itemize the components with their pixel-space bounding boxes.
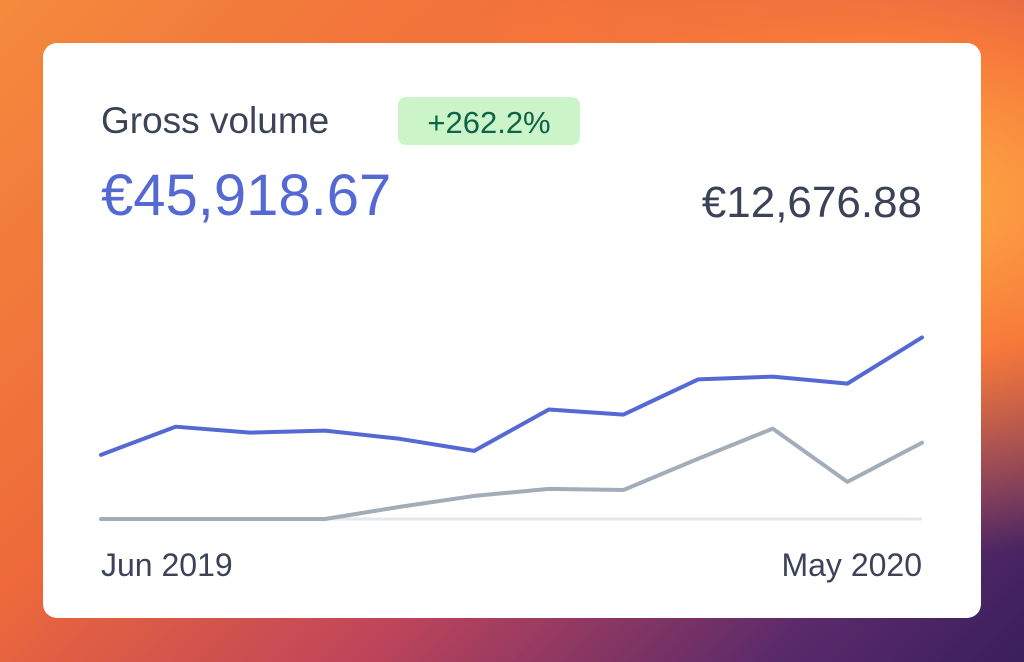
chart-title: Gross volume xyxy=(101,100,329,141)
x-tick-label: May 2020 xyxy=(781,547,922,583)
series-line xyxy=(99,335,924,457)
change-label: +262.2% xyxy=(427,105,550,140)
x-tick-label: Jun 2019 xyxy=(101,547,233,583)
card xyxy=(43,43,981,618)
change-badge xyxy=(398,97,580,145)
previous-total-value: €12,676.88 xyxy=(702,178,922,227)
total-value: €45,918.67 xyxy=(101,163,391,228)
series-line xyxy=(99,426,924,521)
